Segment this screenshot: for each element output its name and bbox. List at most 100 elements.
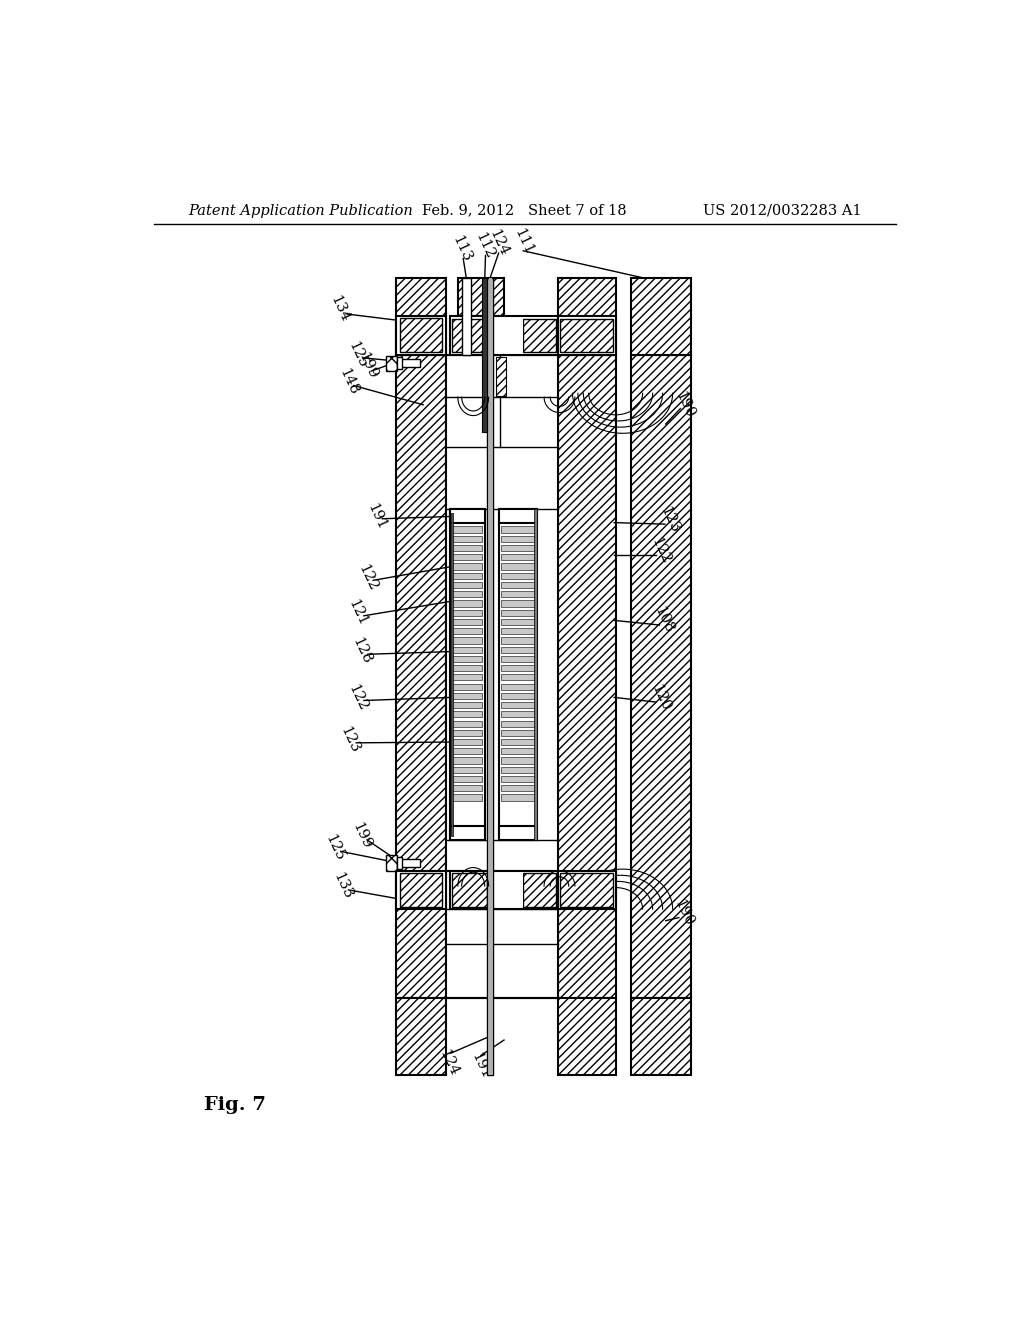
Text: 191: 191 (365, 502, 389, 532)
Bar (453, 684, 481, 689)
Text: 199: 199 (349, 821, 374, 851)
Bar (451, 826, 484, 840)
Bar (501, 711, 535, 718)
Text: Fig. 7: Fig. 7 (204, 1097, 265, 1114)
Text: 148: 148 (336, 366, 360, 397)
Polygon shape (560, 873, 613, 907)
Bar (501, 638, 535, 644)
Bar (453, 656, 481, 663)
Bar (501, 554, 535, 560)
Bar (453, 619, 481, 626)
Bar (397, 857, 401, 869)
Polygon shape (523, 873, 556, 907)
Bar (501, 527, 535, 532)
Polygon shape (497, 358, 506, 396)
Bar (501, 748, 535, 755)
Bar (501, 564, 535, 570)
Bar (453, 675, 481, 681)
Text: 111: 111 (511, 226, 536, 257)
Text: 134: 134 (328, 293, 352, 325)
Bar (535, 508, 538, 840)
Bar (451, 871, 558, 909)
Bar (396, 871, 446, 909)
Polygon shape (386, 855, 397, 871)
Bar (499, 508, 538, 840)
Bar (453, 527, 481, 532)
Bar (451, 512, 454, 836)
Bar (499, 826, 538, 840)
Text: 123: 123 (338, 725, 362, 755)
Bar (397, 859, 420, 867)
Bar (453, 795, 481, 800)
Polygon shape (400, 873, 442, 907)
Bar (453, 628, 481, 635)
Bar (501, 610, 535, 615)
Polygon shape (458, 277, 504, 317)
Bar (397, 359, 420, 367)
Bar (501, 693, 535, 700)
Polygon shape (400, 318, 442, 352)
Text: 128: 128 (349, 636, 374, 667)
Polygon shape (560, 318, 613, 352)
Bar (453, 554, 481, 560)
Bar (501, 573, 535, 578)
Bar (501, 647, 535, 653)
Bar (501, 536, 535, 541)
Bar (488, 277, 492, 1074)
Text: 120: 120 (648, 682, 673, 713)
Bar (453, 638, 481, 644)
Bar (481, 277, 487, 432)
Text: 122: 122 (345, 682, 370, 713)
Text: 108: 108 (652, 605, 677, 636)
Bar (453, 610, 481, 615)
Bar (501, 582, 535, 589)
Text: 113: 113 (450, 234, 474, 265)
Text: 191: 191 (469, 1049, 494, 1081)
Bar (501, 601, 535, 607)
Bar (453, 591, 481, 597)
Bar (453, 767, 481, 774)
Text: 190: 190 (671, 898, 695, 928)
Bar (501, 730, 535, 737)
Text: 112: 112 (473, 230, 497, 261)
Text: 133: 133 (330, 870, 354, 902)
Bar (453, 647, 481, 653)
Bar (453, 711, 481, 718)
Text: 122: 122 (355, 562, 380, 594)
Bar (501, 758, 535, 763)
Bar (453, 564, 481, 570)
Text: 190: 190 (673, 389, 697, 420)
Bar (453, 758, 481, 763)
Bar (462, 277, 471, 355)
Polygon shape (453, 318, 487, 352)
Bar (453, 721, 481, 726)
Bar (501, 665, 535, 671)
Bar (453, 693, 481, 700)
Polygon shape (396, 355, 446, 998)
Bar (396, 317, 446, 355)
Bar (501, 656, 535, 663)
Bar (453, 582, 481, 589)
Bar (453, 776, 481, 781)
Polygon shape (558, 998, 615, 1074)
Bar (501, 739, 535, 744)
Bar (453, 665, 481, 671)
Polygon shape (396, 277, 446, 355)
Bar (501, 675, 535, 681)
Bar (501, 628, 535, 635)
Bar (487, 318, 523, 352)
Text: 121: 121 (345, 597, 370, 628)
Polygon shape (523, 318, 556, 352)
Bar (451, 508, 484, 523)
Polygon shape (386, 355, 397, 371)
Bar (487, 277, 494, 1074)
Bar (453, 748, 481, 755)
Polygon shape (453, 873, 487, 907)
Text: Feb. 9, 2012   Sheet 7 of 18: Feb. 9, 2012 Sheet 7 of 18 (423, 203, 627, 218)
Bar (453, 785, 481, 792)
Bar (451, 508, 484, 840)
Bar (501, 684, 535, 689)
Bar (501, 767, 535, 774)
Bar (453, 730, 481, 737)
Bar (487, 873, 523, 907)
